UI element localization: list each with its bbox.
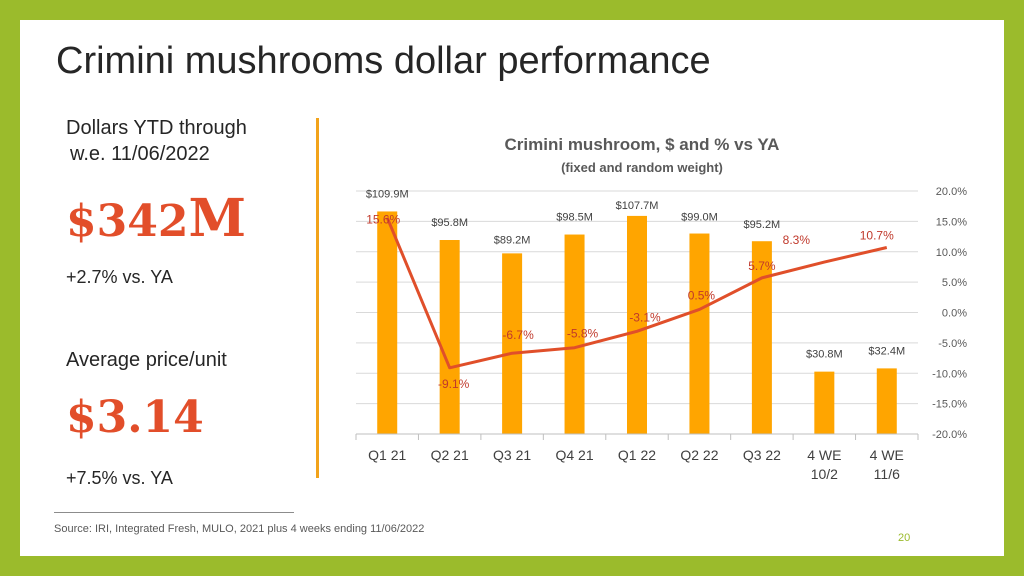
bar: [377, 211, 398, 434]
right-axis-tick-label: 20.0%: [936, 186, 967, 198]
right-axis-tick-label: 0.0%: [942, 308, 967, 320]
x-axis-tick-label: Q2 22: [680, 447, 718, 463]
line-data-label: 0.5%: [688, 288, 716, 302]
bar: [564, 234, 585, 434]
x-axis-tick-label: 4 WE 10/2: [807, 447, 841, 482]
page-number: 20: [898, 532, 911, 544]
bar-data-label: $99.0M: [681, 212, 718, 224]
slide: Crimini mushrooms dollar performance Dol…: [20, 20, 1004, 556]
dollars-ytd-value: $342M: [66, 188, 246, 249]
bar-data-label: $30.8M: [806, 349, 843, 361]
right-axis-tick-label: -5.0%: [938, 338, 967, 350]
right-axis-tick-label: 10.0%: [936, 247, 967, 259]
chart: Crimini mushroom, $ and % vs YA (fixed a…: [355, 135, 967, 482]
line-series: [385, 217, 888, 370]
bar-series: [377, 211, 897, 434]
bar: [876, 368, 897, 434]
slide-title: Crimini mushrooms dollar performance: [56, 40, 711, 82]
line-data-label: 8.3%: [783, 233, 811, 247]
avg-price-label: Average price/unit: [66, 349, 227, 371]
bar-data-label: $89.2M: [494, 234, 531, 246]
bar-data-label: $95.2M: [744, 219, 781, 231]
bar-data-labels: $109.9M $95.8M $89.2M $98.5M $107.7M $99.0M $9…: [366, 188, 905, 360]
bar: [627, 215, 647, 434]
line-data-label: -5.8%: [567, 327, 599, 341]
source-note: Source: IRI, Integrated Fresh, MULO, 202…: [54, 523, 425, 535]
line-path: [385, 217, 888, 370]
dollars-ytd-label: Dollars YTD through w.e. 11/06/2022: [66, 115, 247, 167]
dollars-ytd-change: +2.7% vs. YA: [66, 267, 173, 287]
x-axis-tick-label: Q1 22: [618, 447, 656, 463]
x-axis-tick-label: 4 WE 11/6: [870, 447, 904, 482]
divider-line: [316, 118, 319, 478]
x-axis-tick-label: Q4 21: [555, 447, 593, 463]
chart-subtitle: (fixed and random weight): [561, 160, 723, 175]
line-data-label: 15.6%: [366, 213, 400, 227]
bar: [689, 233, 710, 434]
source-divider: [54, 512, 294, 513]
right-axis-tick-label: -20.0%: [932, 429, 967, 441]
right-axis-tick-label: 15.0%: [936, 216, 967, 228]
chart-title: Crimini mushroom, $ and % vs YA: [505, 135, 780, 154]
dollars-ytd-label-line2: w.e. 11/06/2022: [70, 143, 210, 165]
line-data-label: -3.1%: [629, 310, 661, 324]
x-axis-tick-label: Q3 22: [743, 447, 781, 463]
bar-data-label: $32.4M: [868, 345, 905, 357]
bar-data-label: $109.9M: [366, 188, 409, 200]
dollars-ytd-label-line1: Dollars YTD through: [66, 117, 247, 139]
avg-price-value: $3.14: [66, 392, 204, 443]
x-axis-tick-label: Q2 21: [431, 447, 469, 463]
dollars-ytd-unit: M: [188, 188, 247, 249]
x-axis: Q1 21 Q2 21 Q3 21 Q4 21 Q1 22 Q2 22 Q3 22 4 WE 1…: [355, 433, 919, 482]
bar-data-label: $95.8M: [431, 217, 468, 229]
bar: [814, 371, 835, 434]
bar-data-label: $107.7M: [616, 200, 659, 212]
right-axis: 20.0% 15.0% 10.0% 5.0% 0.0% -5.0% -10.0% -15.0%…: [932, 186, 967, 441]
line-data-label: -6.7%: [502, 328, 534, 342]
bar: [751, 241, 772, 434]
avg-price-change: +7.5% vs. YA: [66, 468, 173, 488]
x-axis-tick-label: Q1 21: [368, 447, 406, 463]
x-axis-tick-label: Q3 21: [493, 447, 531, 463]
dollars-ytd-amount: $342: [66, 196, 189, 247]
right-axis-tick-label: -15.0%: [932, 399, 967, 411]
bar: [439, 240, 460, 434]
line-data-label: 5.7%: [748, 259, 776, 273]
right-axis-tick-label: 5.0%: [942, 277, 967, 289]
right-axis-tick-label: -10.0%: [932, 368, 967, 380]
line-data-labels: 15.6% -9.1% -6.7% -5.8% -3.1% 0.5% 5.7% 8.3% 10.…: [366, 213, 894, 391]
bar: [502, 253, 523, 434]
bar-data-label: $98.5M: [556, 212, 593, 224]
line-data-label: -9.1%: [438, 377, 470, 391]
line-data-label: 10.7%: [860, 228, 894, 242]
